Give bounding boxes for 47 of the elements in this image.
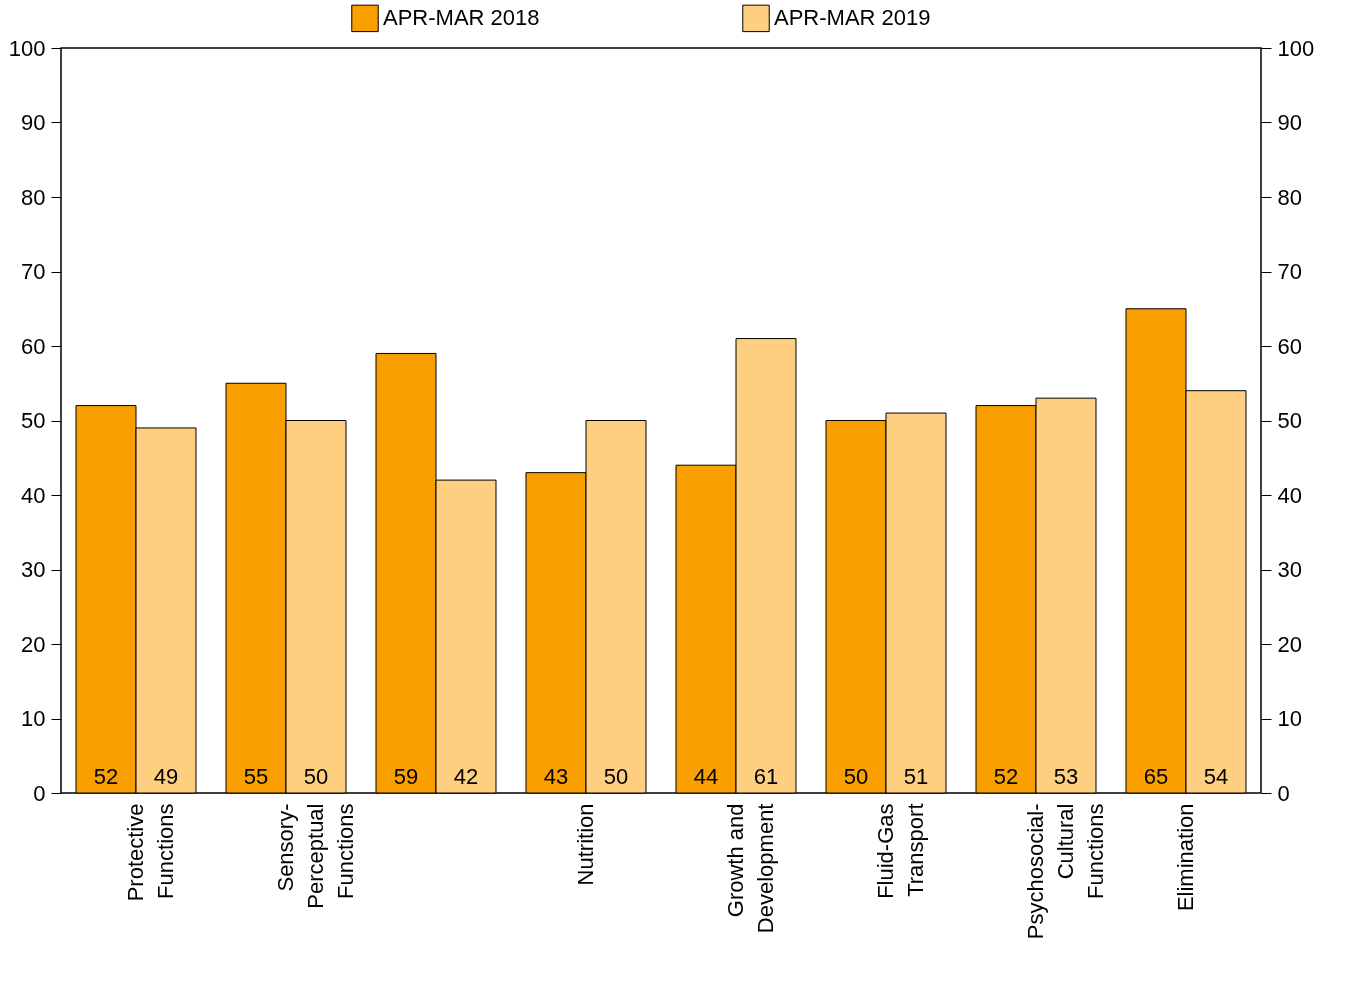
- data-label: 50: [843, 764, 869, 789]
- y2-tick-label: 60: [1277, 333, 1302, 359]
- data-label: 55: [243, 764, 269, 789]
- data-label: 50: [603, 764, 629, 789]
- y2-tick-label: 100: [1277, 35, 1315, 61]
- y2-tick-label: 70: [1277, 259, 1302, 284]
- x-tick-label: Fluid-Gas Transport: [873, 803, 928, 899]
- data-label: 43: [543, 764, 569, 789]
- data-label: 59: [393, 764, 419, 789]
- y2-tick-label: 30: [1277, 557, 1302, 582]
- data-label: 65: [1143, 764, 1169, 789]
- y-tick-label: 100: [8, 35, 46, 61]
- x-tick-label: Growth and Development: [723, 803, 778, 934]
- data-label: 53: [1053, 764, 1079, 789]
- data-label: 52: [993, 764, 1019, 789]
- x-tick-label: Psychosocial-Cultural Functions: [1023, 803, 1108, 940]
- y-tick-label: 30: [21, 557, 46, 582]
- y2-tick-label: 10: [1277, 706, 1302, 731]
- legend-label: APR-MAR 2018: [383, 5, 540, 31]
- data-label: 54: [1203, 764, 1229, 789]
- y-tick-label: 40: [21, 482, 46, 508]
- x-tick-label: Protective Functions: [123, 803, 178, 902]
- y-tick-label: 20: [21, 631, 46, 657]
- y2-tick-label: 0: [1277, 780, 1290, 806]
- x-tick-label: Nutrition: [573, 803, 598, 886]
- y-tick-label: 70: [21, 259, 46, 284]
- data-label: 52: [93, 764, 119, 789]
- data-label: 51: [903, 764, 929, 789]
- legend-label: APR-MAR 2019: [774, 5, 931, 31]
- y-tick-label: 10: [21, 706, 46, 731]
- data-label: 61: [753, 764, 779, 789]
- y-tick-label: 0: [33, 780, 46, 806]
- x-tick-label: Sensory-Perceptual Functions: [273, 803, 358, 909]
- y-tick-label: 60: [21, 333, 46, 359]
- x-tick-label: Elimination: [1173, 803, 1198, 912]
- y-tick-label: 50: [21, 408, 46, 433]
- data-label: 44: [693, 764, 719, 789]
- y2-tick-label: 90: [1277, 110, 1302, 135]
- y2-tick-label: 80: [1277, 184, 1302, 210]
- data-label: 42: [453, 764, 479, 789]
- data-label: 50: [303, 764, 329, 789]
- data-label: 49: [153, 764, 179, 789]
- y2-tick-label: 40: [1277, 482, 1302, 508]
- y2-tick-label: 20: [1277, 631, 1302, 657]
- y-tick-label: 80: [21, 184, 46, 210]
- y-tick-label: 90: [21, 110, 46, 135]
- y2-tick-label: 50: [1277, 408, 1302, 433]
